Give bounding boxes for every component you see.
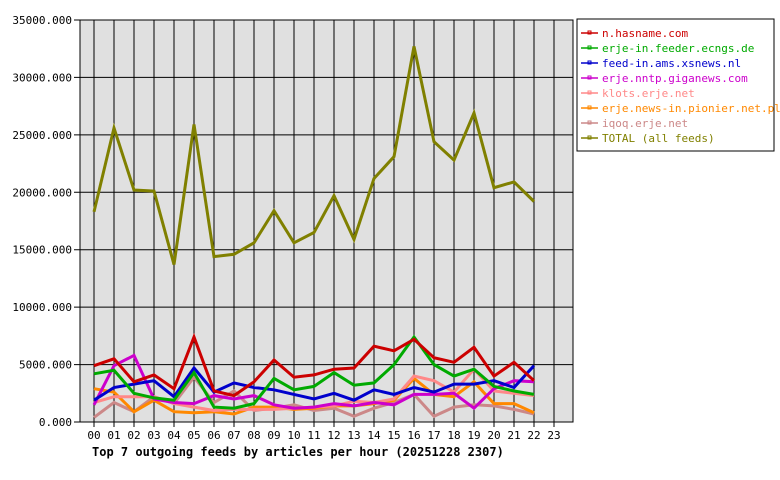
legend-item: erje-in.feeder.ecngs.de	[581, 42, 754, 55]
legend-label: n.hasname.com	[602, 27, 688, 40]
x-tick-label: 04	[167, 429, 181, 442]
x-tick-label: 15	[387, 429, 400, 442]
x-tick-label: 23	[547, 429, 560, 442]
legend-label: TOTAL (all feeds)	[602, 132, 715, 145]
x-tick-label: 20	[487, 429, 500, 442]
legend-item: erje.news-in.pionier.net.pl	[581, 102, 780, 115]
legend-items: n.hasname.com erje-in.feeder.ecngs.de feed…	[581, 27, 780, 145]
x-tick-label: 03	[147, 429, 160, 442]
x-tick-label: 05	[187, 429, 200, 442]
legend-label: erje-in.feeder.ecngs.de	[602, 42, 754, 55]
y-tick-label: 30000.000	[12, 71, 72, 84]
legend-label: feed-in.ams.xsnews.nl	[602, 57, 741, 70]
legend-label: erje.news-in.pionier.net.pl	[602, 102, 780, 115]
series-line-n-hasname-com	[93, 332, 536, 398]
y-tick-label: 25000.000	[12, 129, 72, 142]
legend-label: erje.nntp.giganews.com	[602, 72, 748, 85]
x-tick-label: 09	[267, 429, 280, 442]
x-tick-label: 21	[507, 429, 520, 442]
x-tick-label: 01	[107, 429, 120, 442]
x-tick-label: 13	[347, 429, 360, 442]
series-line-feed-in-ams-xsnews-nl	[93, 364, 536, 402]
x-tick-label: 17	[427, 429, 440, 442]
x-tick-label: 08	[247, 429, 260, 442]
legend-item: feed-in.ams.xsnews.nl	[581, 57, 741, 70]
legend-item: TOTAL (all feeds)	[581, 132, 715, 145]
legend-item: n.hasname.com	[581, 27, 688, 40]
x-tick-label: 07	[227, 429, 240, 442]
legend-box	[576, 18, 775, 152]
y-axis: 0.000 5000.000 10000.000 15000.000 20000.000…	[12, 14, 72, 429]
x-tick-label: 14	[367, 429, 381, 442]
series-line-erje-in-feeder-ecngs-de	[93, 334, 535, 410]
series-lines	[92, 46, 536, 419]
x-tick-label: 06	[207, 429, 220, 442]
legend-item: erje.nntp.giganews.com	[581, 72, 748, 85]
legend-label: iqoq.erje.net	[602, 117, 688, 130]
y-tick-label: 10000.000	[12, 301, 72, 314]
legend-label: klots.erje.net	[602, 87, 695, 100]
x-tick-label: 18	[447, 429, 460, 442]
series-line-total-all-feeds-	[92, 46, 536, 265]
x-tick-label: 00	[87, 429, 100, 442]
y-tick-label: 5000.000	[19, 359, 72, 372]
x-tick-label: 02	[127, 429, 140, 442]
legend: n.hasname.com erje-in.feeder.ecngs.de feed…	[576, 18, 780, 152]
x-tick-label: 11	[307, 429, 320, 442]
y-tick-label: 0.000	[39, 416, 72, 429]
chart-title: Top 7 outgoing feeds by articles per hou…	[92, 445, 504, 459]
legend-item: klots.erje.net	[581, 87, 695, 100]
x-tick-label: 19	[467, 429, 480, 442]
x-axis: 00 01 02 03 04 05 06 07 08 09 10 11 12 13 14 15 16 17 18 19…	[87, 429, 560, 442]
y-tick-label: 20000.000	[12, 186, 72, 199]
grid-lines	[74, 19, 574, 427]
y-tick-label: 35000.000	[12, 14, 72, 27]
x-tick-label: 12	[327, 429, 340, 442]
x-tick-label: 10	[287, 429, 300, 442]
y-tick-label: 15000.000	[12, 244, 72, 257]
legend-item: iqoq.erje.net	[581, 117, 688, 130]
x-tick-label: 16	[407, 429, 420, 442]
x-tick-label: 22	[527, 429, 540, 442]
series-line-erje-nntp-giganews-com	[92, 353, 535, 411]
